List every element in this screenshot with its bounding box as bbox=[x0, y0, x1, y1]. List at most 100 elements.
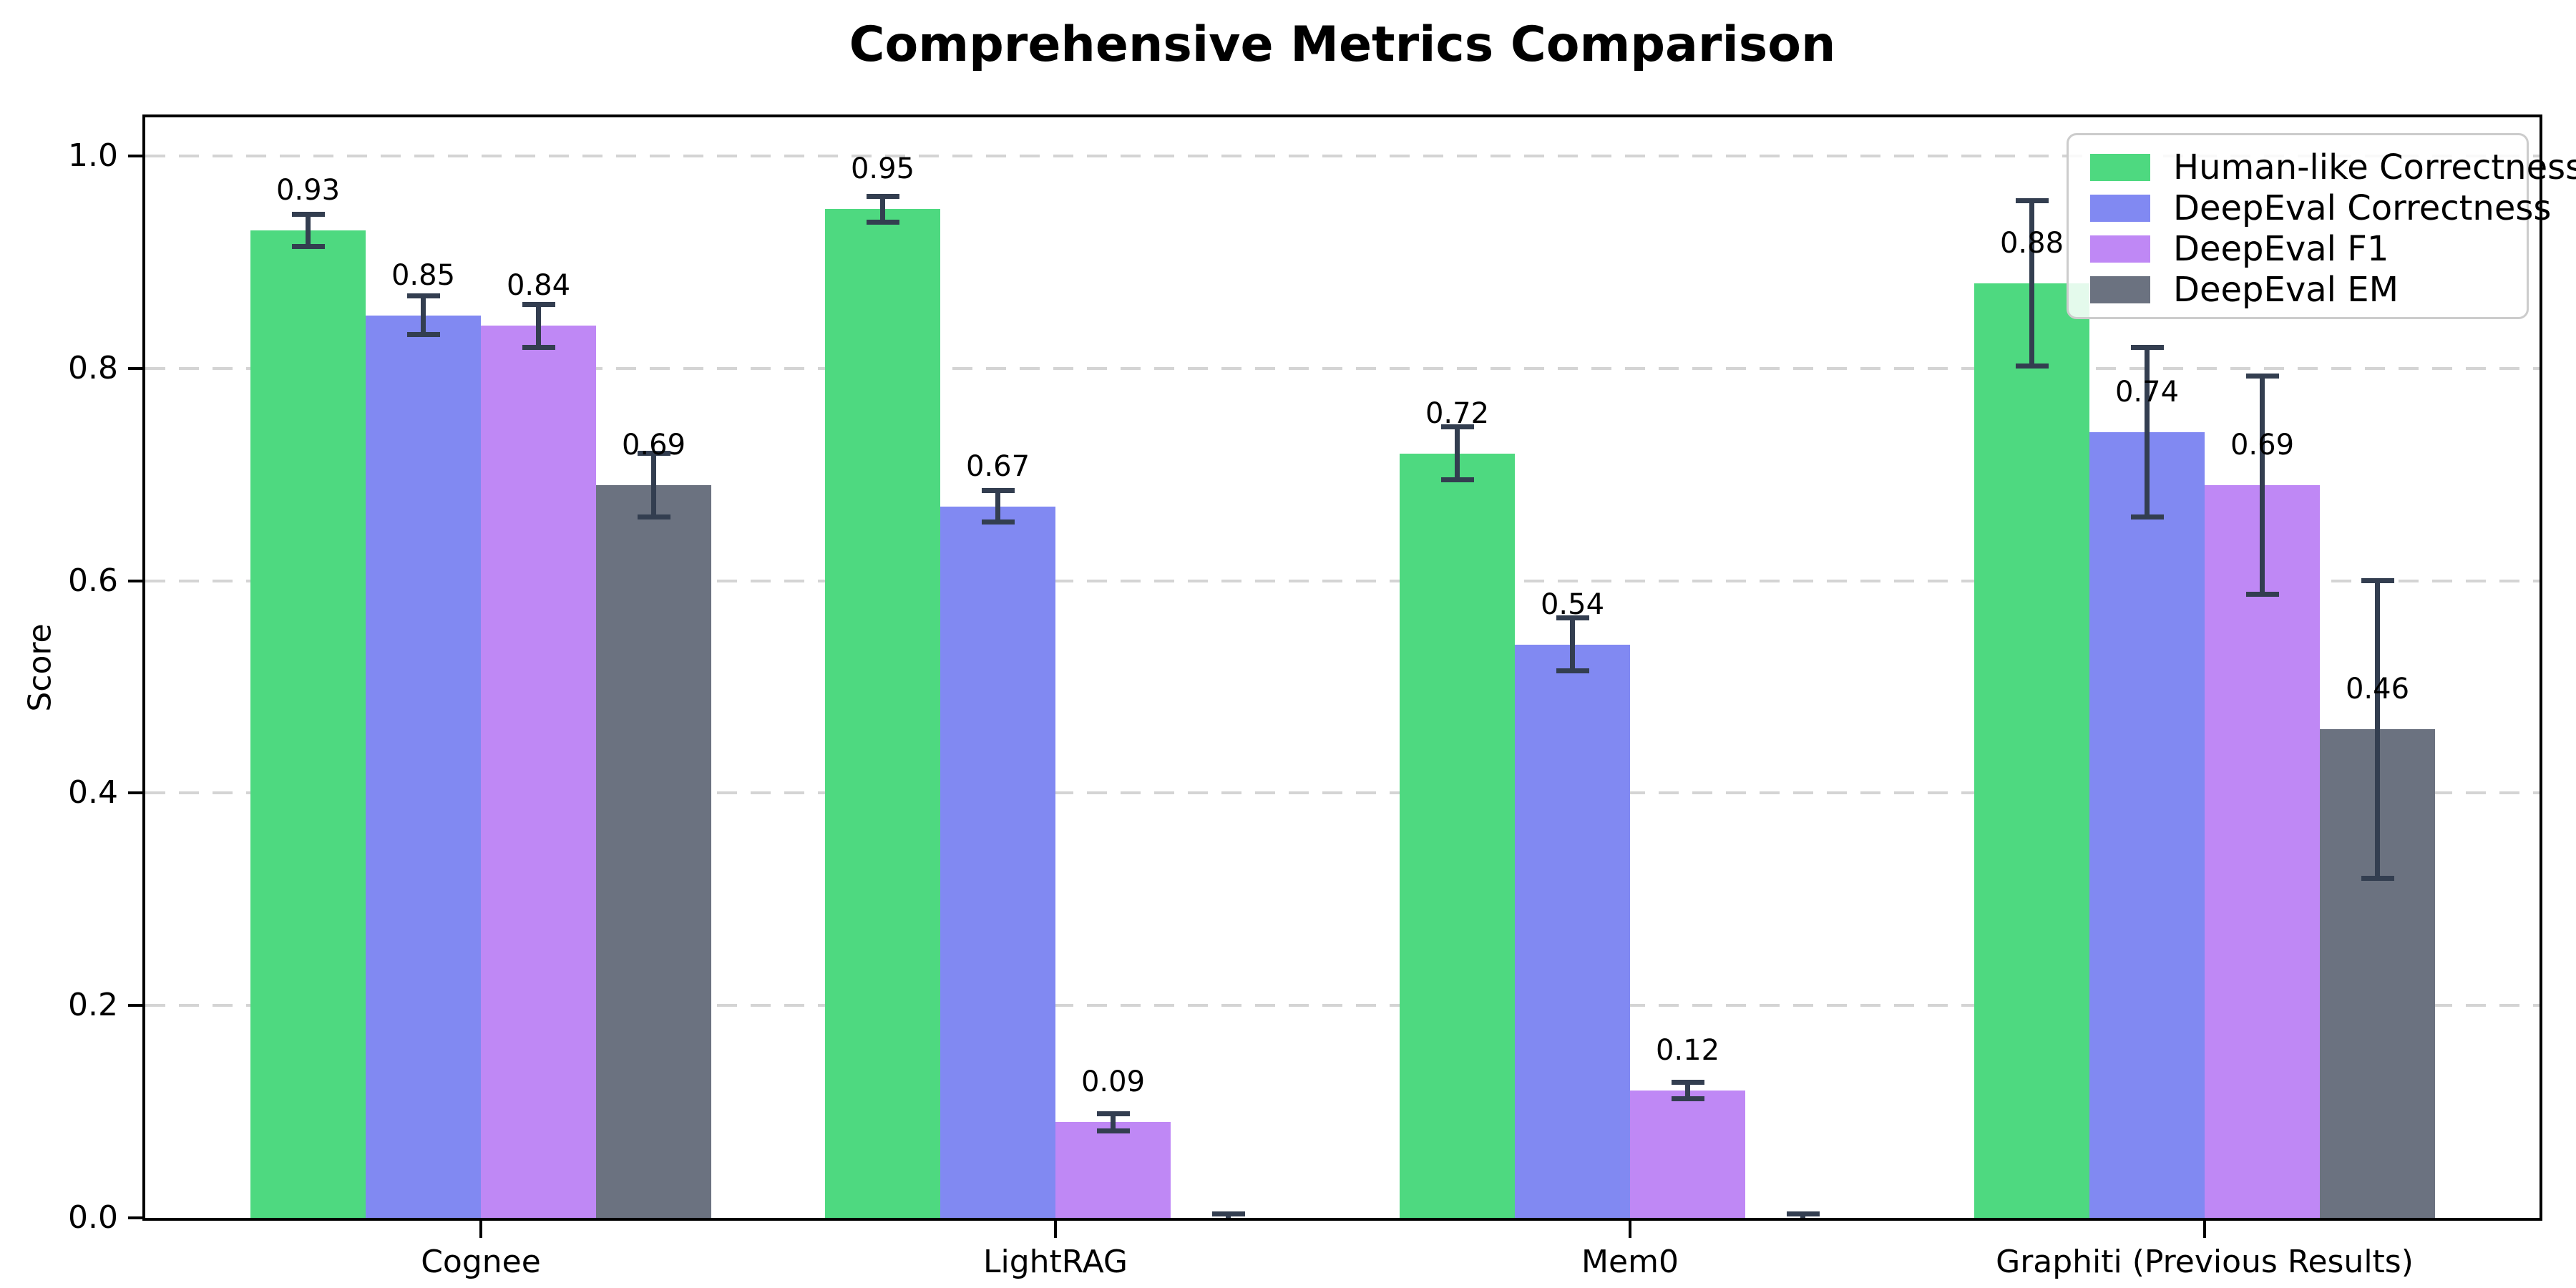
error-bar bbox=[1685, 1082, 1690, 1099]
error-bar bbox=[2260, 376, 2265, 595]
y-tick bbox=[128, 1216, 142, 1219]
error-bar-cap-top bbox=[1671, 1080, 1704, 1085]
x-tick bbox=[1629, 1221, 1631, 1238]
error-bar-cap-top bbox=[2130, 345, 2164, 350]
legend-swatch bbox=[2090, 194, 2150, 222]
bar-value-label: 0.95 bbox=[850, 152, 915, 185]
gridline bbox=[145, 791, 2540, 795]
error-bar-cap-bottom bbox=[866, 220, 899, 225]
bar bbox=[1630, 1091, 1745, 1218]
bar bbox=[2205, 485, 2320, 1218]
bar bbox=[825, 209, 940, 1218]
error-bar-cap-top bbox=[1440, 424, 1474, 429]
error-bar-cap-top bbox=[291, 212, 325, 217]
y-tick bbox=[128, 155, 142, 157]
bar bbox=[940, 507, 1055, 1218]
bar bbox=[250, 230, 366, 1218]
legend-item: Human-like Correctness bbox=[2090, 147, 2576, 187]
gridline bbox=[145, 366, 2540, 370]
error-bar-cap-bottom bbox=[406, 332, 440, 337]
error-bar bbox=[1570, 618, 1575, 671]
y-tick-label: 1.0 bbox=[68, 137, 118, 174]
y-tick-label: 0.8 bbox=[68, 349, 118, 386]
legend-item: DeepEval Correctness bbox=[2090, 187, 2551, 228]
bar-value-label: 0.93 bbox=[275, 174, 341, 207]
y-tick bbox=[128, 1004, 142, 1008]
error-bar bbox=[2375, 580, 2380, 878]
bar bbox=[481, 326, 596, 1218]
y-tick bbox=[128, 366, 142, 370]
x-tick-label: Graphiti (Previous Results) bbox=[1996, 1244, 2414, 1280]
legend-swatch bbox=[2090, 235, 2150, 263]
bar bbox=[1515, 645, 1630, 1218]
error-bar-cap-top bbox=[1211, 1211, 1245, 1216]
bar bbox=[366, 316, 481, 1218]
y-tick-label: 0.6 bbox=[68, 562, 118, 599]
y-tick bbox=[128, 579, 142, 582]
error-bar-cap-top bbox=[866, 194, 899, 199]
error-bar bbox=[1111, 1113, 1116, 1131]
error-bar-cap-top bbox=[1786, 1211, 1820, 1216]
legend-item: DeepEval EM bbox=[2090, 269, 2527, 310]
error-bar-cap-top bbox=[2361, 578, 2394, 583]
gridline bbox=[145, 1004, 2540, 1008]
bar-value-label: 0.74 bbox=[2114, 376, 2180, 409]
legend: Human-like Correctness DeepEval Correctne… bbox=[2067, 133, 2576, 319]
error-bar-cap-bottom bbox=[2015, 364, 2049, 369]
error-bar bbox=[880, 196, 885, 222]
error-bar-cap-top bbox=[2015, 198, 2049, 203]
error-bar bbox=[421, 296, 426, 334]
legend-label: DeepEval Correctness bbox=[2173, 187, 2552, 228]
error-bar bbox=[651, 454, 656, 517]
error-bar-cap-top bbox=[637, 451, 670, 456]
error-bar-cap-bottom bbox=[522, 345, 555, 350]
bar bbox=[1400, 454, 1515, 1218]
bar-value-label: 0.67 bbox=[965, 450, 1030, 483]
bar bbox=[2089, 432, 2205, 1218]
error-bar-cap-bottom bbox=[1440, 477, 1474, 482]
bar bbox=[1974, 283, 2089, 1218]
error-bar-cap-bottom bbox=[2130, 514, 2164, 519]
error-bar-cap-bottom bbox=[2245, 592, 2279, 597]
y-tick-label: 0.4 bbox=[68, 774, 118, 811]
legend-item: DeepEval F1 bbox=[2090, 228, 2527, 269]
error-bar-cap-top bbox=[981, 488, 1015, 493]
error-bar bbox=[1455, 427, 1460, 480]
error-bar bbox=[2145, 348, 2150, 517]
error-bar-cap-bottom bbox=[2361, 876, 2394, 881]
error-bar-cap-bottom bbox=[291, 244, 325, 249]
error-bar-cap-bottom bbox=[1671, 1096, 1704, 1101]
legend-label: DeepEval F1 bbox=[2173, 228, 2389, 269]
bar-value-label: 0.88 bbox=[1999, 227, 2064, 260]
error-bar-cap-top bbox=[1556, 615, 1589, 620]
gridline bbox=[145, 579, 2540, 582]
error-bar-cap-top bbox=[2245, 374, 2279, 379]
error-bar bbox=[2029, 200, 2034, 366]
y-tick-label: 0.0 bbox=[68, 1199, 118, 1236]
error-bar-cap-bottom bbox=[637, 514, 670, 519]
error-bar-cap-top bbox=[522, 302, 555, 307]
chart-title: Comprehensive Metrics Comparison bbox=[849, 16, 1836, 73]
bar-value-label: 0.54 bbox=[1540, 588, 1605, 621]
error-bar bbox=[536, 305, 541, 347]
bar bbox=[1055, 1122, 1171, 1218]
legend-swatch bbox=[2090, 275, 2150, 303]
bar-value-label: 0.84 bbox=[506, 269, 571, 302]
gridline bbox=[145, 155, 2540, 157]
error-bar-cap-top bbox=[406, 293, 440, 298]
x-tick-label: Cognee bbox=[421, 1244, 541, 1280]
bar-value-label: 0.46 bbox=[2345, 673, 2410, 706]
x-tick bbox=[479, 1221, 482, 1238]
x-tick bbox=[2203, 1221, 2206, 1238]
bar bbox=[596, 485, 711, 1218]
x-tick-label: Mem0 bbox=[1581, 1244, 1679, 1280]
error-bar-cap-bottom bbox=[1096, 1128, 1130, 1133]
error-bar bbox=[306, 214, 311, 246]
bar-value-label: 0.72 bbox=[1425, 397, 1490, 430]
y-tick-label: 0.2 bbox=[68, 987, 118, 1024]
bar-value-label: 0.09 bbox=[1080, 1065, 1146, 1098]
bar-value-label: 0.12 bbox=[1655, 1034, 1720, 1067]
legend-label: Human-like Correctness bbox=[2173, 147, 2576, 187]
y-tick bbox=[128, 791, 142, 795]
